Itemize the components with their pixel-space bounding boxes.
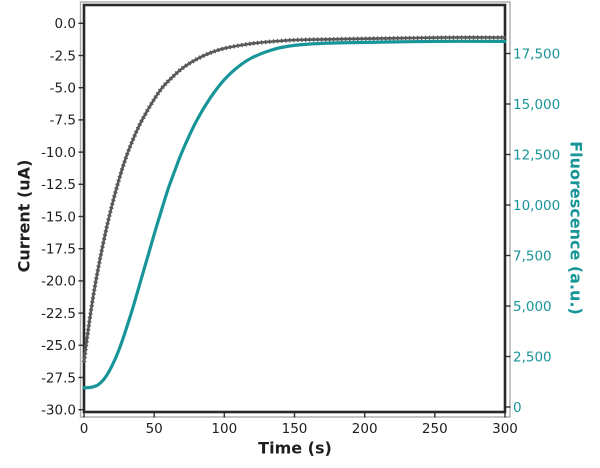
right-tick-label: 5,000 [513,299,552,315]
right-tick-label: 12,500 [513,147,560,163]
left-tick-label: -12.5 [41,177,76,193]
current-series-markers [81,35,506,363]
right-tick-label: 10,000 [513,198,560,214]
left-tick-label: -27.5 [41,370,76,386]
left-tick-label: -10.0 [41,145,76,161]
left-tick-label: -15.0 [41,209,76,225]
left-tick-label: -22.5 [41,306,76,322]
secondary-axes-frame [79,1,511,418]
x-tick-label: 250 [422,421,448,437]
x-tick-label: 150 [282,421,308,437]
left-tick-label: 0.0 [55,16,76,32]
right-tick-label: 17,500 [513,46,560,62]
right-tick-label: 15,000 [513,97,560,113]
x-tick-label: 300 [492,421,518,437]
left-tick-label: -7.5 [50,113,76,129]
left-tick-label: -5.0 [50,81,76,97]
plot-frame [82,3,507,414]
x-tick-label: 100 [211,421,237,437]
left-tick-label: -20.0 [41,274,76,290]
left-tick-label: -30.0 [41,403,76,419]
left-tick-label: -2.5 [50,48,76,64]
x-tick-label: 200 [352,421,378,437]
right-tick-label: 0 [513,400,522,416]
right-tick-label: 7,500 [513,248,552,264]
right-tick-label: 2,500 [513,349,552,365]
x-tick-label: 0 [80,421,89,437]
left-tick-label: -25.0 [41,338,76,354]
fluorescence-series-line [82,39,507,390]
x-tick-label: 50 [146,421,163,437]
left-tick-label: -17.5 [41,242,76,258]
